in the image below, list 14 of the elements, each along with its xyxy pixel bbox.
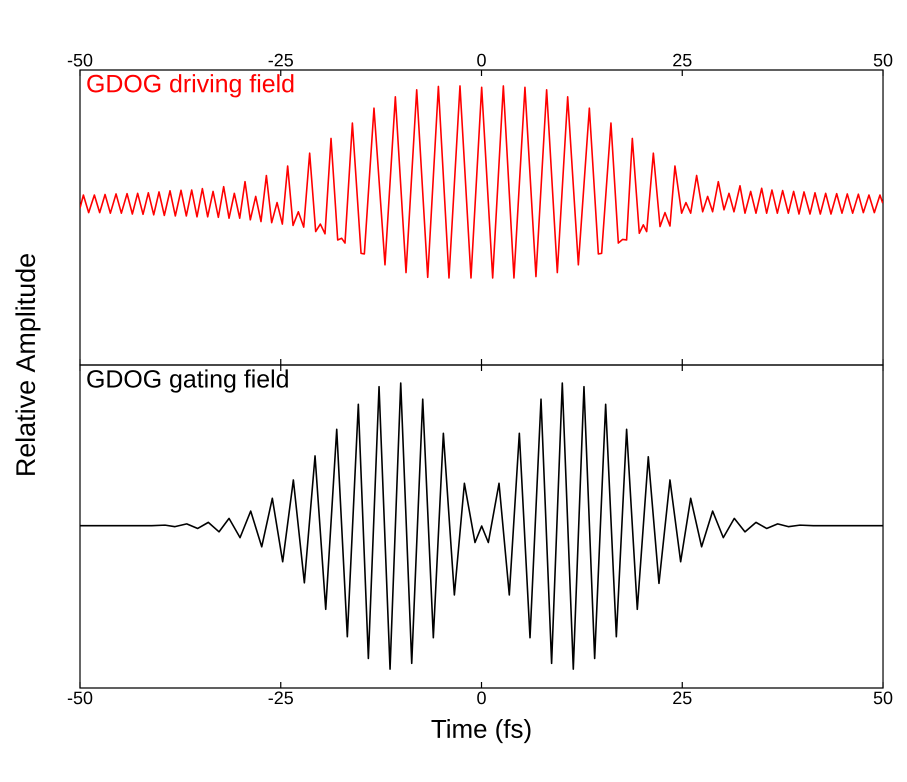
x-axis-title: Time (fs) xyxy=(431,719,530,744)
x-tick-label: -50 xyxy=(68,692,92,704)
x-tick-label: -25 xyxy=(268,54,293,66)
y-axis-title: Relative Amplitude xyxy=(15,254,40,475)
x-tick-label: 25 xyxy=(673,692,692,704)
x-tick-label: 0 xyxy=(477,54,486,66)
x-tick-label: 25 xyxy=(673,54,692,66)
x-tick-label: -50 xyxy=(68,54,92,66)
x-tick-label: 0 xyxy=(477,692,486,704)
text: GDOG driving field xyxy=(87,74,294,98)
x-tick-label: 50 xyxy=(874,692,892,704)
x-tick-label: 50 xyxy=(874,54,892,66)
x-tick-label: -25 xyxy=(268,692,293,704)
legend-label: GDOG gating field xyxy=(87,369,288,393)
